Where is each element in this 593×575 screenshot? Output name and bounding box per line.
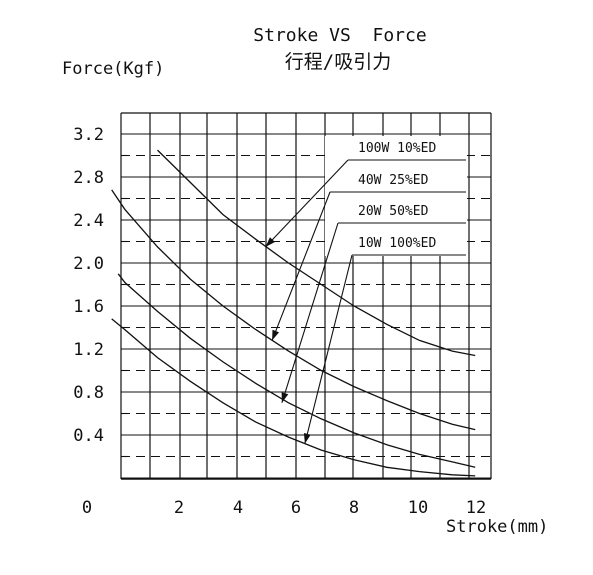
leader-line-2 (271, 191, 331, 341)
series-line-3 (117, 273, 476, 468)
leader-arrow-4 (303, 433, 311, 444)
x-tick-label: 0 (82, 498, 92, 518)
legend-label-1: 100W 10%ED (358, 141, 436, 156)
chart-subtitle: 行程/吸引力 (285, 51, 391, 73)
legend-background (325, 136, 467, 256)
legend-label-3: 20W 50%ED (358, 204, 429, 219)
y-tick-label: 1.2 (73, 340, 104, 360)
leader-line-1 (265, 159, 349, 248)
leader-arrow-1 (265, 237, 275, 247)
legend-label-2: 40W 25%ED (358, 173, 429, 188)
leader-arrow-2 (272, 329, 279, 341)
series-line-4 (111, 318, 476, 477)
y-tick-label: 0.4 (73, 426, 104, 446)
legend-label-4: 10W 100%ED (358, 236, 436, 251)
y-tick-label: 3.2 (73, 125, 104, 145)
y-tick-label: 2.4 (73, 211, 104, 231)
y-tick-label: 2.8 (73, 168, 104, 188)
leader-arrow-3 (281, 392, 289, 403)
x-tick-label: 8 (349, 498, 359, 518)
y-tick-label: 1.6 (73, 297, 104, 317)
x-tick-label: 6 (291, 498, 301, 518)
chart-title: Stroke VS Force (253, 25, 426, 46)
series-line-2 (111, 189, 476, 431)
x-axis-label: Stroke(mm) (446, 517, 548, 537)
tick-labels: 0 2 4 6 8 10 12 0.4 0.8 1.2 1.6 2.0 2.4 2.8 3.2 (73, 125, 486, 518)
x-tick-label: 2 (174, 498, 184, 518)
x-tick-label: 4 (233, 498, 243, 518)
y-tick-label: 2.0 (73, 254, 104, 274)
curves (111, 149, 476, 477)
x-tick-label: 12 (466, 498, 486, 518)
leader-line-4 (304, 254, 353, 444)
x-tick-label: 10 (408, 498, 428, 518)
y-axis-label: Force(Kgf) (62, 59, 164, 79)
legend: 100W 10%ED 40W 25%ED 20W 50%ED 10W 100%ED (265, 136, 467, 444)
leader-line-3 (281, 222, 339, 403)
series-line-1 (157, 149, 476, 357)
y-tick-label: 0.8 (73, 383, 104, 403)
